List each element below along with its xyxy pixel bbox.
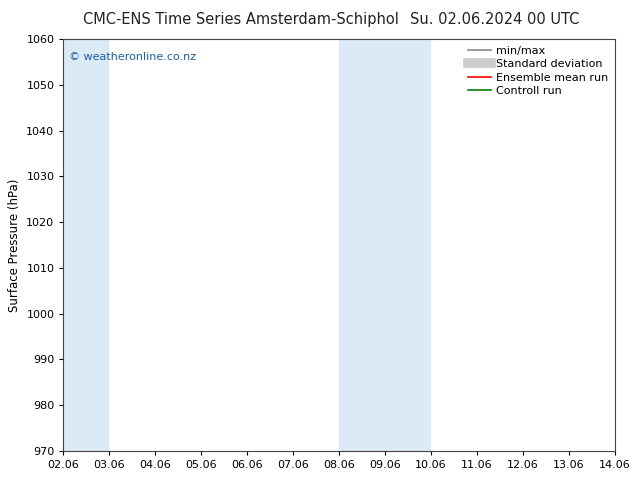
Text: © weatheronline.co.nz: © weatheronline.co.nz <box>69 51 196 62</box>
Legend: min/max, Standard deviation, Ensemble mean run, Controll run: min/max, Standard deviation, Ensemble me… <box>464 42 612 100</box>
Bar <box>63 39 110 451</box>
Text: CMC-ENS Time Series Amsterdam-Schiphol: CMC-ENS Time Series Amsterdam-Schiphol <box>83 12 399 27</box>
Text: Su. 02.06.2024 00 UTC: Su. 02.06.2024 00 UTC <box>410 12 579 27</box>
Y-axis label: Surface Pressure (hPa): Surface Pressure (hPa) <box>8 178 21 312</box>
Bar <box>339 39 431 451</box>
